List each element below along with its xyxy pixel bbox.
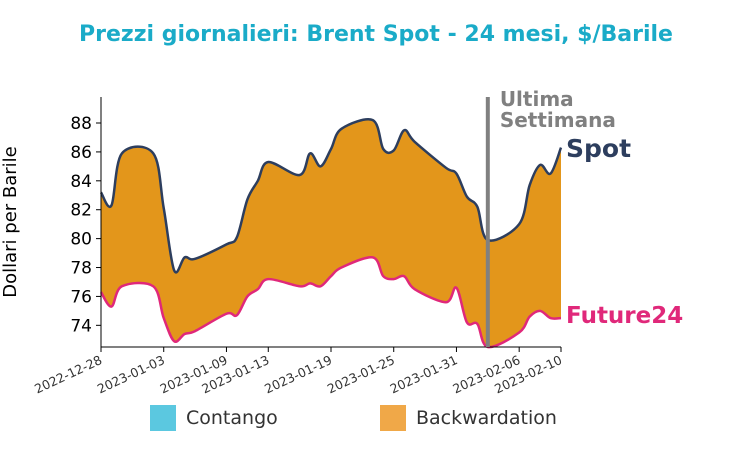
x-tick-label: 2022-12-28	[32, 352, 104, 396]
legend-swatch-backwardation	[380, 405, 406, 431]
legend-label-contango: Contango	[186, 407, 278, 429]
label-layer: Spot Future24	[566, 134, 683, 329]
legend-label-backwardation: Backwardation	[416, 407, 557, 429]
x-tick-label: 2023-01-03	[95, 352, 167, 396]
legend-swatch-contango	[150, 405, 176, 431]
legend-item-contango: Contango	[150, 405, 278, 431]
y-tick-label: 74	[70, 316, 92, 336]
backwardation-fill	[101, 119, 561, 348]
y-axis-label: Dollari per Barile	[0, 146, 21, 298]
y-tick-label: 86	[70, 143, 92, 163]
future24-series-label: Future24	[566, 303, 683, 329]
chart-title: Prezzi giornalieri: Brent Spot - 24 mesi…	[79, 22, 673, 47]
future24-line	[99, 256, 562, 349]
y-tick-label: 78	[70, 259, 92, 279]
line-layer	[99, 118, 563, 349]
x-tick-label: 2023-01-19	[262, 352, 334, 396]
last-week-marker-label: Ultima	[500, 87, 574, 111]
x-tick-label: 2023-01-31	[388, 352, 460, 396]
last-week-marker-label: Settimana	[500, 108, 616, 132]
x-tick-label: 2023-01-25	[325, 352, 397, 396]
fill-layer	[101, 119, 561, 348]
legend-item-backwardation: Backwardation	[380, 405, 557, 431]
y-tick-label: 88	[70, 114, 92, 134]
y-tick-label: 82	[70, 201, 92, 221]
y-tick-label: 80	[70, 230, 92, 250]
y-tick-label: 76	[70, 287, 92, 307]
spot-line	[99, 118, 563, 274]
y-tick-label: 84	[70, 172, 92, 192]
spot-series-label: Spot	[566, 134, 631, 163]
